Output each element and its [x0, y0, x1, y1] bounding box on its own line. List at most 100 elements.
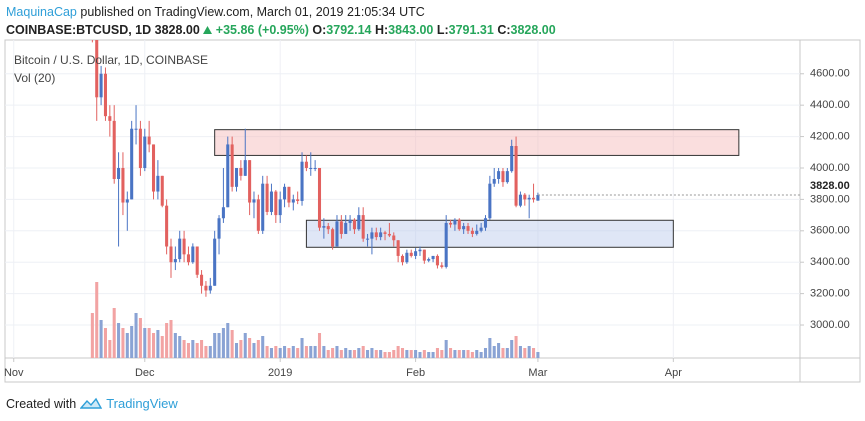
candle-body — [510, 146, 514, 172]
volume-bar — [156, 330, 160, 358]
candle-body — [239, 167, 243, 176]
volume-bar — [117, 323, 121, 358]
candle-body — [453, 219, 457, 225]
candle-body — [344, 222, 348, 234]
y-tick-label: 4400.00 — [810, 99, 850, 111]
candle-body — [348, 219, 352, 223]
volume-bar — [326, 350, 330, 358]
volume-bar — [204, 346, 208, 358]
volume-bar — [130, 326, 134, 358]
volume-bar — [304, 346, 308, 358]
volume-bar — [466, 350, 470, 358]
close: 3828.00 — [510, 23, 556, 37]
legend-title: Bitcoin / U.S. Dollar, 1D, COINBASE — [14, 53, 208, 67]
quote-line: COINBASE:BTCUSD, 1D 3828.00 +35.86 (+0.9… — [6, 23, 556, 37]
candle-body — [269, 191, 273, 212]
volume-bar — [344, 348, 348, 358]
candle-body — [536, 194, 540, 201]
volume-bar — [357, 348, 361, 358]
candle-body — [457, 219, 461, 230]
candle-body — [195, 246, 199, 275]
brand[interactable]: TradingView — [106, 396, 178, 411]
o-label: O: — [312, 23, 327, 37]
volume-bar — [383, 352, 387, 358]
y-tick-label: 3200.00 — [810, 288, 850, 300]
chart-frame — [4, 39, 861, 383]
candle-body — [182, 238, 186, 255]
volume-bar — [313, 346, 317, 358]
change: +35.86 (+0.95%) — [215, 23, 309, 37]
volume-bar — [492, 346, 496, 358]
candle-body — [147, 136, 151, 145]
candle-body — [304, 161, 308, 168]
candle-body — [125, 199, 129, 203]
volume-bar — [352, 350, 356, 358]
volume-bar — [536, 352, 540, 358]
volume-bar — [331, 348, 335, 358]
volume-bar — [427, 352, 431, 358]
candle-body — [322, 226, 326, 228]
candle-body — [265, 183, 269, 212]
candle-body — [479, 227, 483, 231]
volume-bar — [518, 346, 522, 358]
candle-body — [151, 144, 156, 192]
volume-bar — [379, 350, 383, 358]
volume-bar — [366, 350, 370, 358]
zone-box — [305, 219, 674, 248]
volume-bar — [221, 328, 225, 358]
candle-body — [418, 249, 422, 252]
volume-bar — [374, 350, 378, 358]
volume-bar — [239, 340, 243, 358]
candle-body — [287, 186, 291, 203]
candle-body — [400, 255, 405, 263]
candle-body — [339, 221, 343, 234]
candle-body — [165, 205, 169, 247]
volume-bar — [283, 346, 287, 358]
candle-body — [300, 161, 304, 201]
volume-bar — [453, 350, 457, 358]
volume-bar — [278, 348, 282, 358]
volume-bar — [523, 348, 527, 358]
candle-body — [200, 274, 204, 286]
volume-bar — [296, 348, 300, 358]
c-label: C: — [497, 23, 511, 37]
candle-body — [217, 218, 221, 239]
volume-bar — [121, 328, 125, 358]
candle-body — [248, 160, 252, 203]
volume-bar — [151, 333, 156, 358]
volume-bar — [147, 328, 151, 358]
x-tick-label: Nov — [4, 367, 24, 379]
volume-bar — [125, 333, 129, 358]
candle-body — [313, 167, 317, 169]
candle-body — [532, 197, 536, 200]
candle-body — [117, 167, 121, 179]
candle-body — [392, 235, 396, 241]
volume-bar — [178, 336, 182, 358]
y-tick-label: 3000.00 — [810, 319, 850, 331]
volume-bar — [234, 343, 239, 358]
footer: Created with TradingView — [6, 396, 178, 411]
candle-body — [427, 259, 431, 261]
volume-bar — [103, 328, 107, 358]
volume-bar — [532, 348, 536, 358]
candle-body — [178, 238, 182, 260]
volume-bar — [243, 333, 247, 358]
symbol: COINBASE:BTCUSD, 1D — [6, 23, 152, 37]
volume-bar — [488, 338, 492, 358]
candle-body — [103, 73, 107, 117]
candle-body — [99, 73, 103, 98]
last: 3828.00 — [154, 23, 200, 37]
volume-bar — [497, 343, 501, 358]
candle-body — [130, 128, 134, 200]
x-tick-label: 2019 — [268, 367, 292, 379]
y-tick-label: 3400.00 — [810, 256, 850, 268]
x-tick-label: Feb — [406, 367, 425, 379]
author[interactable]: MaquinaCap — [6, 5, 77, 19]
volume-bar — [444, 340, 448, 358]
candle-body — [501, 171, 505, 183]
volume-bar — [392, 350, 396, 358]
volume-bar — [195, 343, 199, 358]
volume-bar — [208, 346, 212, 358]
candle-body — [361, 215, 365, 239]
